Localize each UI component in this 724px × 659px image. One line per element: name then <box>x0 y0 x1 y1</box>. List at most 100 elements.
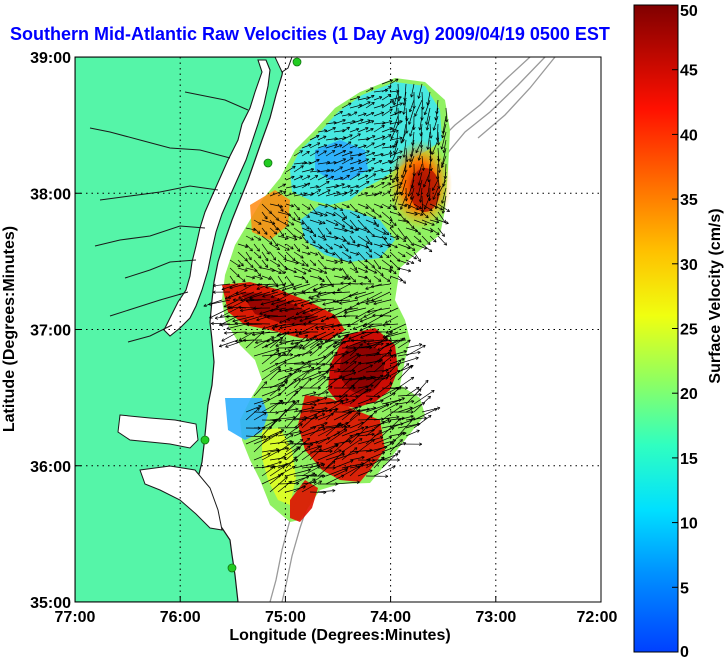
velocity-vector-head <box>262 326 266 330</box>
velocity-vector <box>357 384 374 389</box>
velocity-vector-head <box>256 319 260 322</box>
velocity-vector <box>389 102 403 109</box>
velocity-vector <box>413 390 435 405</box>
velocity-vector <box>397 417 415 437</box>
velocity-vector <box>381 211 393 222</box>
velocity-vector-head <box>286 300 290 304</box>
velocity-vector-head <box>361 343 363 347</box>
velocity-vector-head <box>410 94 412 98</box>
velocity-vector-head <box>232 298 236 301</box>
velocity-vector-head <box>426 127 430 131</box>
velocity-vector-head <box>371 185 374 189</box>
velocity-vector <box>389 211 402 216</box>
velocity-vector <box>373 211 382 218</box>
velocity-vector <box>349 167 363 173</box>
velocity-vector-head <box>242 263 244 267</box>
velocity-vector-head <box>333 150 336 154</box>
velocity-vector <box>389 177 399 181</box>
velocity-vector <box>410 83 415 98</box>
velocity-vector-head <box>307 445 311 447</box>
velocity-vector <box>309 243 323 249</box>
velocity-vector-head <box>368 459 371 463</box>
velocity-vector-head <box>352 241 356 244</box>
velocity-vector <box>357 211 367 216</box>
velocity-vector-head <box>341 453 345 455</box>
velocity-vector <box>429 123 432 139</box>
velocity-vector-head <box>256 286 259 290</box>
velocity-vector-head <box>386 256 390 258</box>
velocity-vector-head <box>427 194 430 198</box>
velocity-vector-head <box>351 384 355 387</box>
velocity-vector-head <box>312 235 316 238</box>
velocity-vector-head <box>292 236 296 238</box>
velocity-vector <box>389 235 400 240</box>
velocity-vector <box>365 235 373 246</box>
velocity-vector <box>261 362 279 373</box>
velocity-vector-head <box>359 281 363 285</box>
velocity-vector-head <box>332 344 336 348</box>
velocity-vector-head <box>405 387 409 390</box>
velocity-vector-head <box>294 330 298 333</box>
velocity-vector-head <box>315 461 319 464</box>
velocity-vector <box>392 171 399 183</box>
velocity-vector-head <box>434 117 436 121</box>
velocity-vector <box>253 412 267 421</box>
velocity-vector-head <box>343 278 347 280</box>
velocity-vector-head <box>271 270 275 272</box>
velocity-vector-head <box>332 490 336 493</box>
velocity-vector-head <box>244 331 248 334</box>
velocity-vector-head <box>324 376 327 380</box>
velocity-vector-head <box>324 144 328 148</box>
velocity-vector-head <box>299 318 303 322</box>
velocity-vector-head <box>332 300 336 303</box>
velocity-vector <box>357 469 373 477</box>
velocity-vector-head <box>214 317 219 320</box>
velocity-vector-head <box>276 335 280 337</box>
velocity-vector <box>397 376 414 389</box>
velocity-vector-head <box>342 453 345 457</box>
velocity-vector-head <box>273 466 276 470</box>
velocity-vector <box>261 366 281 381</box>
velocity-vector <box>325 474 345 485</box>
velocity-vector-head <box>282 472 284 476</box>
velocity-vector-head <box>358 377 362 379</box>
velocity-vector-head <box>422 402 426 406</box>
velocity-vector-head <box>412 242 414 246</box>
velocity-vector-head <box>364 260 368 263</box>
velocity-vector-head <box>398 191 402 193</box>
velocity-vector-head <box>325 391 329 395</box>
velocity-vector <box>381 450 401 469</box>
velocity-vector-head <box>279 327 283 330</box>
velocity-vector-head <box>324 270 328 274</box>
velocity-vector-head <box>349 102 352 106</box>
velocity-vector <box>365 457 385 469</box>
velocity-vector-head <box>401 416 405 419</box>
velocity-vector-head <box>368 250 372 253</box>
velocity-vector-head <box>345 362 349 365</box>
velocity-vector-head <box>279 368 282 373</box>
velocity-vector-head <box>371 433 375 437</box>
velocity-vector-head <box>355 254 359 256</box>
velocity-vector <box>405 107 408 121</box>
velocity-vector <box>381 275 391 282</box>
velocity-vector <box>333 177 343 181</box>
velocity-vector-head <box>286 319 290 321</box>
velocity-vector <box>235 283 255 295</box>
velocity-vector-head <box>345 350 349 353</box>
velocity-vector-head <box>415 150 419 154</box>
velocity-vector-head <box>357 214 361 218</box>
velocity-vector-head <box>405 169 408 173</box>
velocity-vector-head <box>348 262 352 264</box>
velocity-vector-head <box>325 213 328 216</box>
velocity-vector-head <box>373 303 377 306</box>
velocity-vector-head <box>294 401 296 405</box>
velocity-vector-head <box>280 204 283 208</box>
velocity-vector <box>293 251 304 259</box>
velocity-vector-head <box>380 274 384 276</box>
velocity-vector-head <box>400 207 404 210</box>
velocity-vector <box>245 267 258 272</box>
velocity-vector-head <box>331 314 334 317</box>
velocity-vector-head <box>295 456 297 460</box>
velocity-vector-head <box>212 291 216 294</box>
velocity-vector <box>349 144 358 149</box>
